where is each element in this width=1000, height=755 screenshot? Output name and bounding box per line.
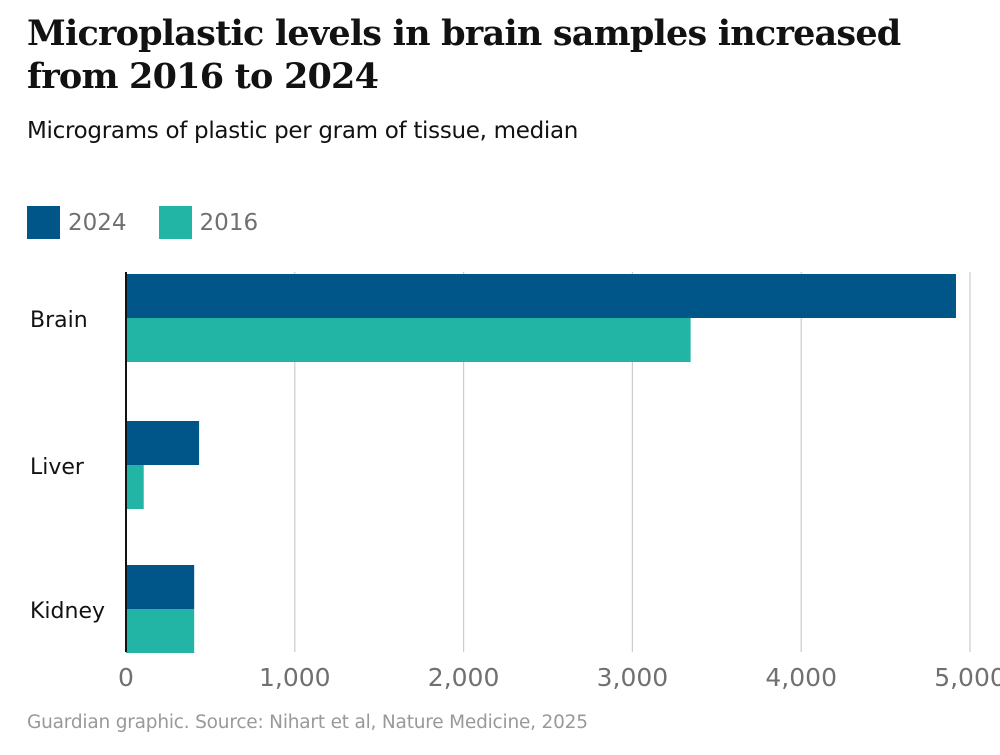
x-tick-label: 5,000 [934,663,1000,692]
bar-brain-2024 [126,274,956,318]
category-label: Brain [30,308,88,333]
source-note: Guardian graphic. Source: Nihart et al, … [27,712,588,733]
legend-label-2016: 2016 [199,209,259,236]
legend: 2024 2016 [27,206,290,239]
category-label: Kidney [30,599,105,624]
bar-kidney-2024 [126,565,195,609]
legend-label-2024: 2024 [68,209,127,236]
category-label: Liver [30,455,85,480]
x-tick-label: 1,000 [259,663,331,692]
bar-kidney-2016 [126,609,195,653]
legend-item-2024: 2024 [27,206,127,239]
x-tick-label: 2,000 [428,663,500,692]
bar-brain-2016 [126,318,691,362]
legend-swatch-2024 [27,206,60,239]
legend-item-2016: 2016 [158,206,259,239]
legend-swatch-2016 [158,206,192,239]
x-tick-label: 0 [118,663,134,692]
x-tick-label: 3,000 [597,663,669,692]
x-tick-label: 4,000 [765,663,837,692]
bar-liver-2024 [126,421,200,465]
chart-subtitle: Micrograms of plastic per gram of tissue… [27,118,579,144]
bar-liver-2016 [126,465,144,509]
chart-title: Microplastic levels in brain samples inc… [27,13,901,97]
